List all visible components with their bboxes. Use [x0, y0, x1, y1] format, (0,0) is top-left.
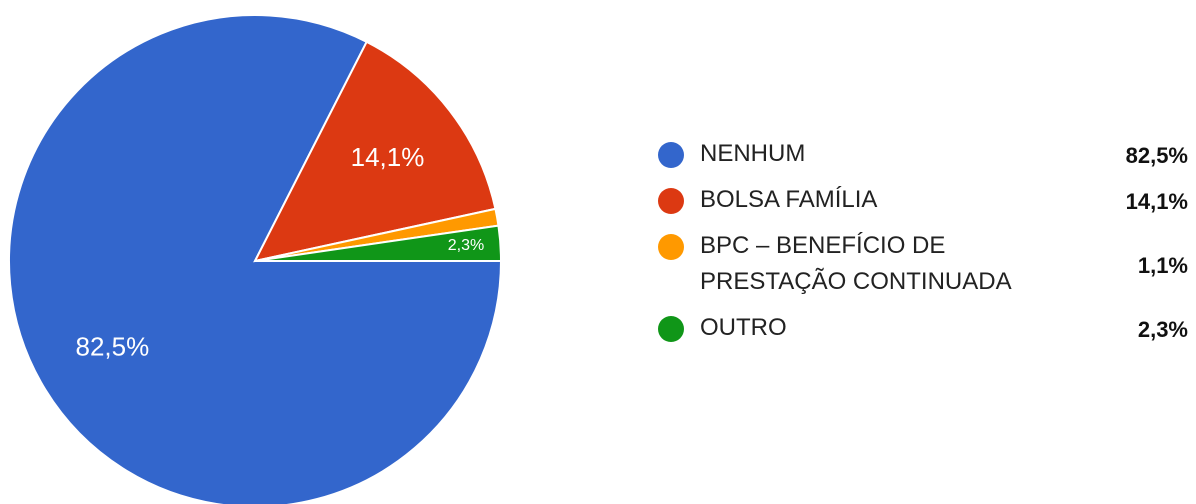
legend-label: OUTRO — [700, 314, 787, 341]
legend-value: 1,1% — [1137, 253, 1188, 278]
legend-swatch — [658, 234, 684, 260]
legend: NENHUM 82,5% BOLSA FAMÍLIA 14,1% BPC – BENEF… — [658, 140, 1188, 360]
legend-label: BPC – BENEFÍCIO DE PRESTAÇÃO CONTINUADA — [700, 232, 1012, 295]
slice-label: 82,5% — [76, 331, 150, 361]
pie-slice — [253, 40, 497, 263]
legend-swatch — [658, 316, 684, 342]
legend-value: 2,3% — [1137, 317, 1188, 342]
legend-swatch — [658, 142, 684, 168]
chart: 82,5% 14,1% 2,3% — [8, 14, 503, 504]
legend-value: 82,5% — [1125, 143, 1188, 168]
legend-item: OUTRO 2,3% — [658, 314, 1188, 346]
legend-label: NENHUM — [700, 140, 806, 167]
slice-label: 14,1% — [351, 142, 425, 172]
legend-item: NENHUM 82,5% — [658, 140, 1188, 172]
legend-item: BPC – BENEFÍCIO DE PRESTAÇÃO CONTINUADA 1… — [658, 232, 1188, 300]
slice-label: 2,3% — [448, 237, 484, 254]
pie-slice — [254, 224, 503, 262]
legend-item: BOLSA FAMÍLIA 14,1% — [658, 186, 1188, 218]
legend-label: BOLSA FAMÍLIA — [700, 186, 878, 213]
legend-value: 14,1% — [1125, 189, 1188, 214]
legend-swatch — [658, 188, 684, 214]
